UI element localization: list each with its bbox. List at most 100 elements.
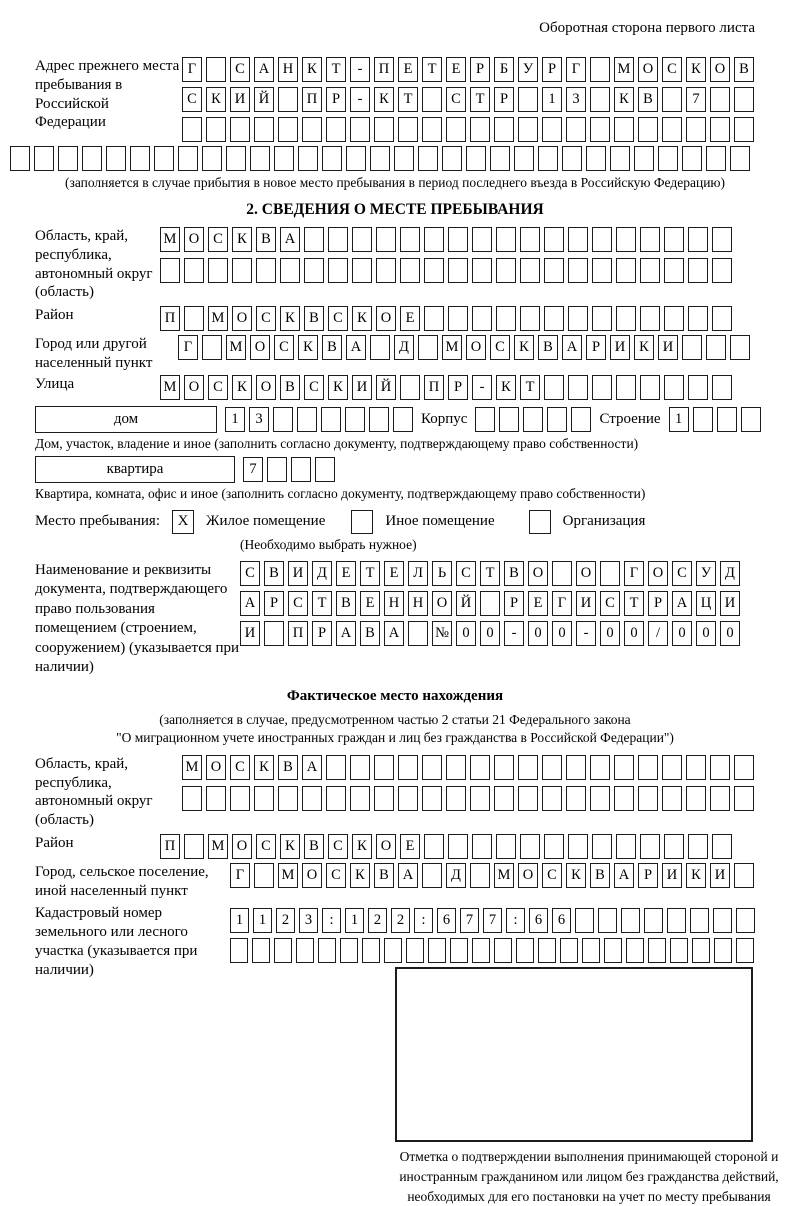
char-box: Т bbox=[398, 87, 418, 112]
char-box bbox=[714, 938, 732, 964]
char-box: М bbox=[614, 57, 634, 82]
stamp-caption: Отметка о подтверждении выполнения прини… bbox=[399, 1149, 779, 1204]
char-box bbox=[428, 938, 446, 964]
char-box bbox=[582, 938, 600, 964]
char-box bbox=[362, 938, 380, 964]
char-box: М bbox=[160, 227, 180, 252]
char-box: К bbox=[328, 374, 348, 400]
char-box: Т bbox=[360, 560, 380, 586]
char-box bbox=[422, 87, 442, 112]
char-box-row: 7 bbox=[243, 456, 335, 482]
char-box: : bbox=[322, 908, 341, 934]
char-box: С bbox=[274, 335, 294, 360]
char-box: - bbox=[576, 620, 596, 646]
char-box: С bbox=[182, 87, 202, 112]
char-box bbox=[374, 754, 394, 780]
char-box: О bbox=[302, 862, 322, 888]
char-box bbox=[610, 146, 630, 171]
organizatsiya-checkbox bbox=[528, 509, 551, 534]
char-box: О bbox=[528, 560, 548, 586]
char-box bbox=[58, 146, 78, 171]
char-box: Т bbox=[312, 590, 332, 616]
char-box: Д bbox=[394, 335, 414, 360]
kadastr-block: Кадастровый номер земельного или лесного… bbox=[35, 904, 755, 979]
prev-address-overflow-row bbox=[10, 146, 755, 171]
char-box bbox=[496, 833, 516, 859]
char-box: 1 bbox=[225, 406, 245, 432]
char-box bbox=[542, 785, 562, 811]
char-box bbox=[208, 258, 228, 283]
oblast-label: Область, край, республика, автономный ок… bbox=[35, 228, 153, 301]
char-box: А bbox=[672, 590, 692, 616]
char-box bbox=[712, 374, 732, 400]
char-box: У bbox=[518, 57, 538, 82]
char-box: 6 bbox=[529, 908, 548, 934]
char-box: А bbox=[562, 335, 582, 360]
char-box: № bbox=[432, 620, 452, 646]
char-box bbox=[321, 406, 341, 432]
char-box bbox=[640, 306, 660, 331]
char-box bbox=[328, 258, 348, 283]
char-box bbox=[472, 258, 492, 283]
zhiloe-checkbox: X bbox=[172, 509, 194, 534]
char-box: О bbox=[184, 227, 204, 252]
char-box: С bbox=[256, 833, 276, 859]
char-box bbox=[710, 87, 730, 112]
char-box: К bbox=[634, 335, 654, 360]
char-box: 3 bbox=[299, 908, 318, 934]
char-box bbox=[400, 258, 420, 283]
char-box: / bbox=[648, 620, 668, 646]
char-box bbox=[350, 754, 370, 780]
char-box: Т bbox=[422, 57, 442, 82]
char-box bbox=[273, 406, 293, 432]
char-box: Д bbox=[312, 560, 332, 586]
char-box bbox=[616, 227, 636, 252]
char-box: Л bbox=[408, 560, 428, 586]
char-box bbox=[302, 117, 322, 142]
char-box bbox=[154, 146, 174, 171]
char-box bbox=[182, 785, 202, 811]
char-box bbox=[736, 938, 754, 964]
char-box bbox=[297, 406, 317, 432]
char-box bbox=[566, 754, 586, 780]
char-box: Г bbox=[182, 57, 202, 82]
char-box: И bbox=[610, 335, 630, 360]
char-box bbox=[252, 938, 270, 964]
char-box bbox=[638, 785, 658, 811]
char-box bbox=[662, 87, 682, 112]
char-box bbox=[662, 754, 682, 780]
char-box bbox=[326, 117, 346, 142]
char-box bbox=[598, 908, 617, 934]
char-box: В bbox=[590, 862, 610, 888]
char-box bbox=[592, 258, 612, 283]
char-box bbox=[516, 938, 534, 964]
char-box bbox=[424, 833, 444, 859]
char-box: К bbox=[566, 862, 586, 888]
char-box bbox=[571, 406, 592, 432]
char-box bbox=[106, 146, 126, 171]
char-box: П bbox=[160, 833, 180, 859]
mesto-label: Место пребывания: bbox=[35, 513, 160, 530]
raion-label: Район bbox=[35, 307, 74, 323]
char-box bbox=[640, 374, 660, 400]
char-box bbox=[634, 146, 654, 171]
char-box: С bbox=[208, 374, 228, 400]
char-box bbox=[304, 227, 324, 252]
char-box bbox=[542, 754, 562, 780]
char-box bbox=[542, 117, 562, 142]
char-box bbox=[328, 227, 348, 252]
char-box bbox=[494, 754, 514, 780]
fact-oblast-label: Область, край, республика, автономный ок… bbox=[35, 755, 153, 829]
char-box bbox=[575, 908, 594, 934]
char-box: 6 bbox=[552, 908, 571, 934]
char-box: К bbox=[302, 57, 322, 82]
char-box: Р bbox=[648, 590, 668, 616]
inoe-label: Иное помещение bbox=[385, 513, 495, 530]
char-box: М bbox=[160, 374, 180, 400]
char-box bbox=[568, 374, 588, 400]
char-box: Г bbox=[624, 560, 644, 586]
char-box bbox=[250, 146, 270, 171]
